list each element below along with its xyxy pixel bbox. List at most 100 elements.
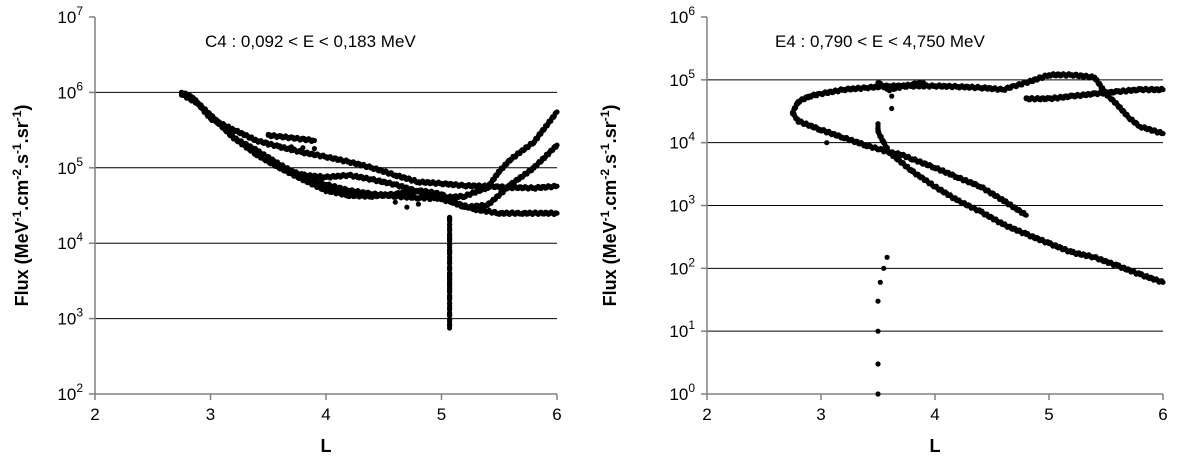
data-point [415, 179, 421, 185]
data-point [889, 105, 895, 112]
data-point [447, 280, 453, 286]
chart-e4-svg: 100 101 102 103 104 105 106 2 3 4 5 6 L Flux (MeV-1.c… [598, 4, 1168, 456]
data-point [554, 183, 560, 189]
data-point [1069, 93, 1075, 99]
data-point [824, 140, 830, 146]
data-point [531, 139, 537, 145]
data-point [1012, 83, 1018, 89]
data-point [447, 286, 453, 292]
data-point [1000, 87, 1006, 93]
data-point [795, 118, 801, 124]
x-tick-label: 3 [206, 405, 215, 424]
data-point [841, 135, 847, 141]
data-series [265, 142, 317, 152]
data-point [369, 165, 375, 171]
data-point [881, 140, 887, 146]
chart-panel-c4: 102 103 104 105 106 107 2 3 4 5 6 L Flux (MeV-1.cm-2… [0, 0, 590, 456]
data-point [1114, 89, 1120, 95]
data-point [824, 129, 830, 135]
data-point [447, 325, 453, 331]
data-point [438, 191, 445, 197]
data-point [300, 149, 306, 155]
data-point [1023, 212, 1029, 218]
data-point [1023, 80, 1029, 86]
data-point [254, 137, 260, 144]
x-tick-label: 5 [1044, 405, 1053, 424]
y-tick-label: 102 [57, 381, 83, 404]
data-point [886, 87, 892, 93]
x-axis-title: L [930, 436, 941, 456]
data-series [254, 142, 560, 211]
data-series [265, 131, 317, 144]
y-tick-label: 105 [669, 67, 695, 90]
y-tick-label: 106 [57, 79, 83, 102]
data-point [898, 151, 904, 157]
y-axis-title: Flux (MeV-1.cm-2.s-1.sr-1) [598, 105, 620, 307]
data-series-group [789, 71, 1166, 397]
chart-annotation: C4 : 0,092 < E < 0,183 MeV [205, 32, 416, 51]
data-point [877, 279, 883, 285]
data-point [1126, 115, 1132, 121]
data-point [485, 202, 491, 208]
data-point [508, 156, 514, 162]
data-series [1023, 85, 1166, 103]
data-point [1137, 124, 1143, 130]
data-point [1160, 130, 1166, 137]
chart-panel-e4: 100 101 102 103 104 105 106 2 3 4 5 6 L Flux (MeV-1.c… [590, 0, 1179, 456]
data-point [288, 144, 294, 150]
data-point [1092, 91, 1098, 97]
data-point [447, 247, 453, 254]
data-point [955, 197, 961, 204]
data-point [346, 172, 352, 178]
data-series-group [179, 89, 560, 331]
data-point [254, 151, 260, 158]
data-point [875, 80, 881, 86]
data-point [438, 180, 445, 187]
data-point [1000, 221, 1006, 227]
data-point [1092, 254, 1098, 260]
data-point [875, 361, 881, 367]
y-tick-label: 104 [57, 230, 83, 253]
data-point [369, 176, 375, 183]
data-point [932, 165, 938, 171]
data-point [875, 146, 881, 152]
data-point [519, 210, 526, 216]
y-tick-label: 105 [57, 155, 83, 178]
data-point [265, 132, 271, 138]
data-point [496, 168, 502, 174]
data-point [231, 127, 237, 133]
data-point [1046, 240, 1052, 246]
data-point [415, 189, 421, 195]
data-point [196, 101, 202, 107]
x-tick-label: 4 [930, 405, 939, 424]
data-point [1046, 72, 1052, 78]
data-point [404, 204, 410, 210]
data-point [311, 146, 317, 152]
data-point [1000, 197, 1006, 204]
data-series [824, 129, 830, 146]
y-tick-label: 103 [57, 306, 83, 329]
data-point [889, 93, 895, 99]
data-point [447, 214, 453, 220]
data-point [392, 172, 398, 178]
data-point [369, 193, 375, 199]
data-point [1114, 263, 1120, 269]
data-point [807, 93, 813, 99]
data-point [300, 136, 306, 142]
data-point [346, 187, 352, 194]
data-point [485, 184, 491, 190]
y-tick-label: 104 [669, 130, 695, 153]
x-tick-label: 4 [321, 405, 330, 424]
data-point [311, 137, 317, 144]
y-axis-title: Flux (MeV-1.cm-2.s-1.sr-1) [10, 105, 32, 307]
x-tick-label: 6 [1158, 405, 1167, 424]
data-point [921, 80, 927, 86]
data-point [462, 193, 468, 199]
data-point [447, 293, 453, 299]
data-point [447, 275, 453, 281]
data-point [300, 145, 306, 151]
y-tick-label: 101 [669, 318, 695, 341]
data-point [841, 87, 847, 93]
data-point [323, 181, 329, 188]
data-point [1160, 87, 1166, 93]
